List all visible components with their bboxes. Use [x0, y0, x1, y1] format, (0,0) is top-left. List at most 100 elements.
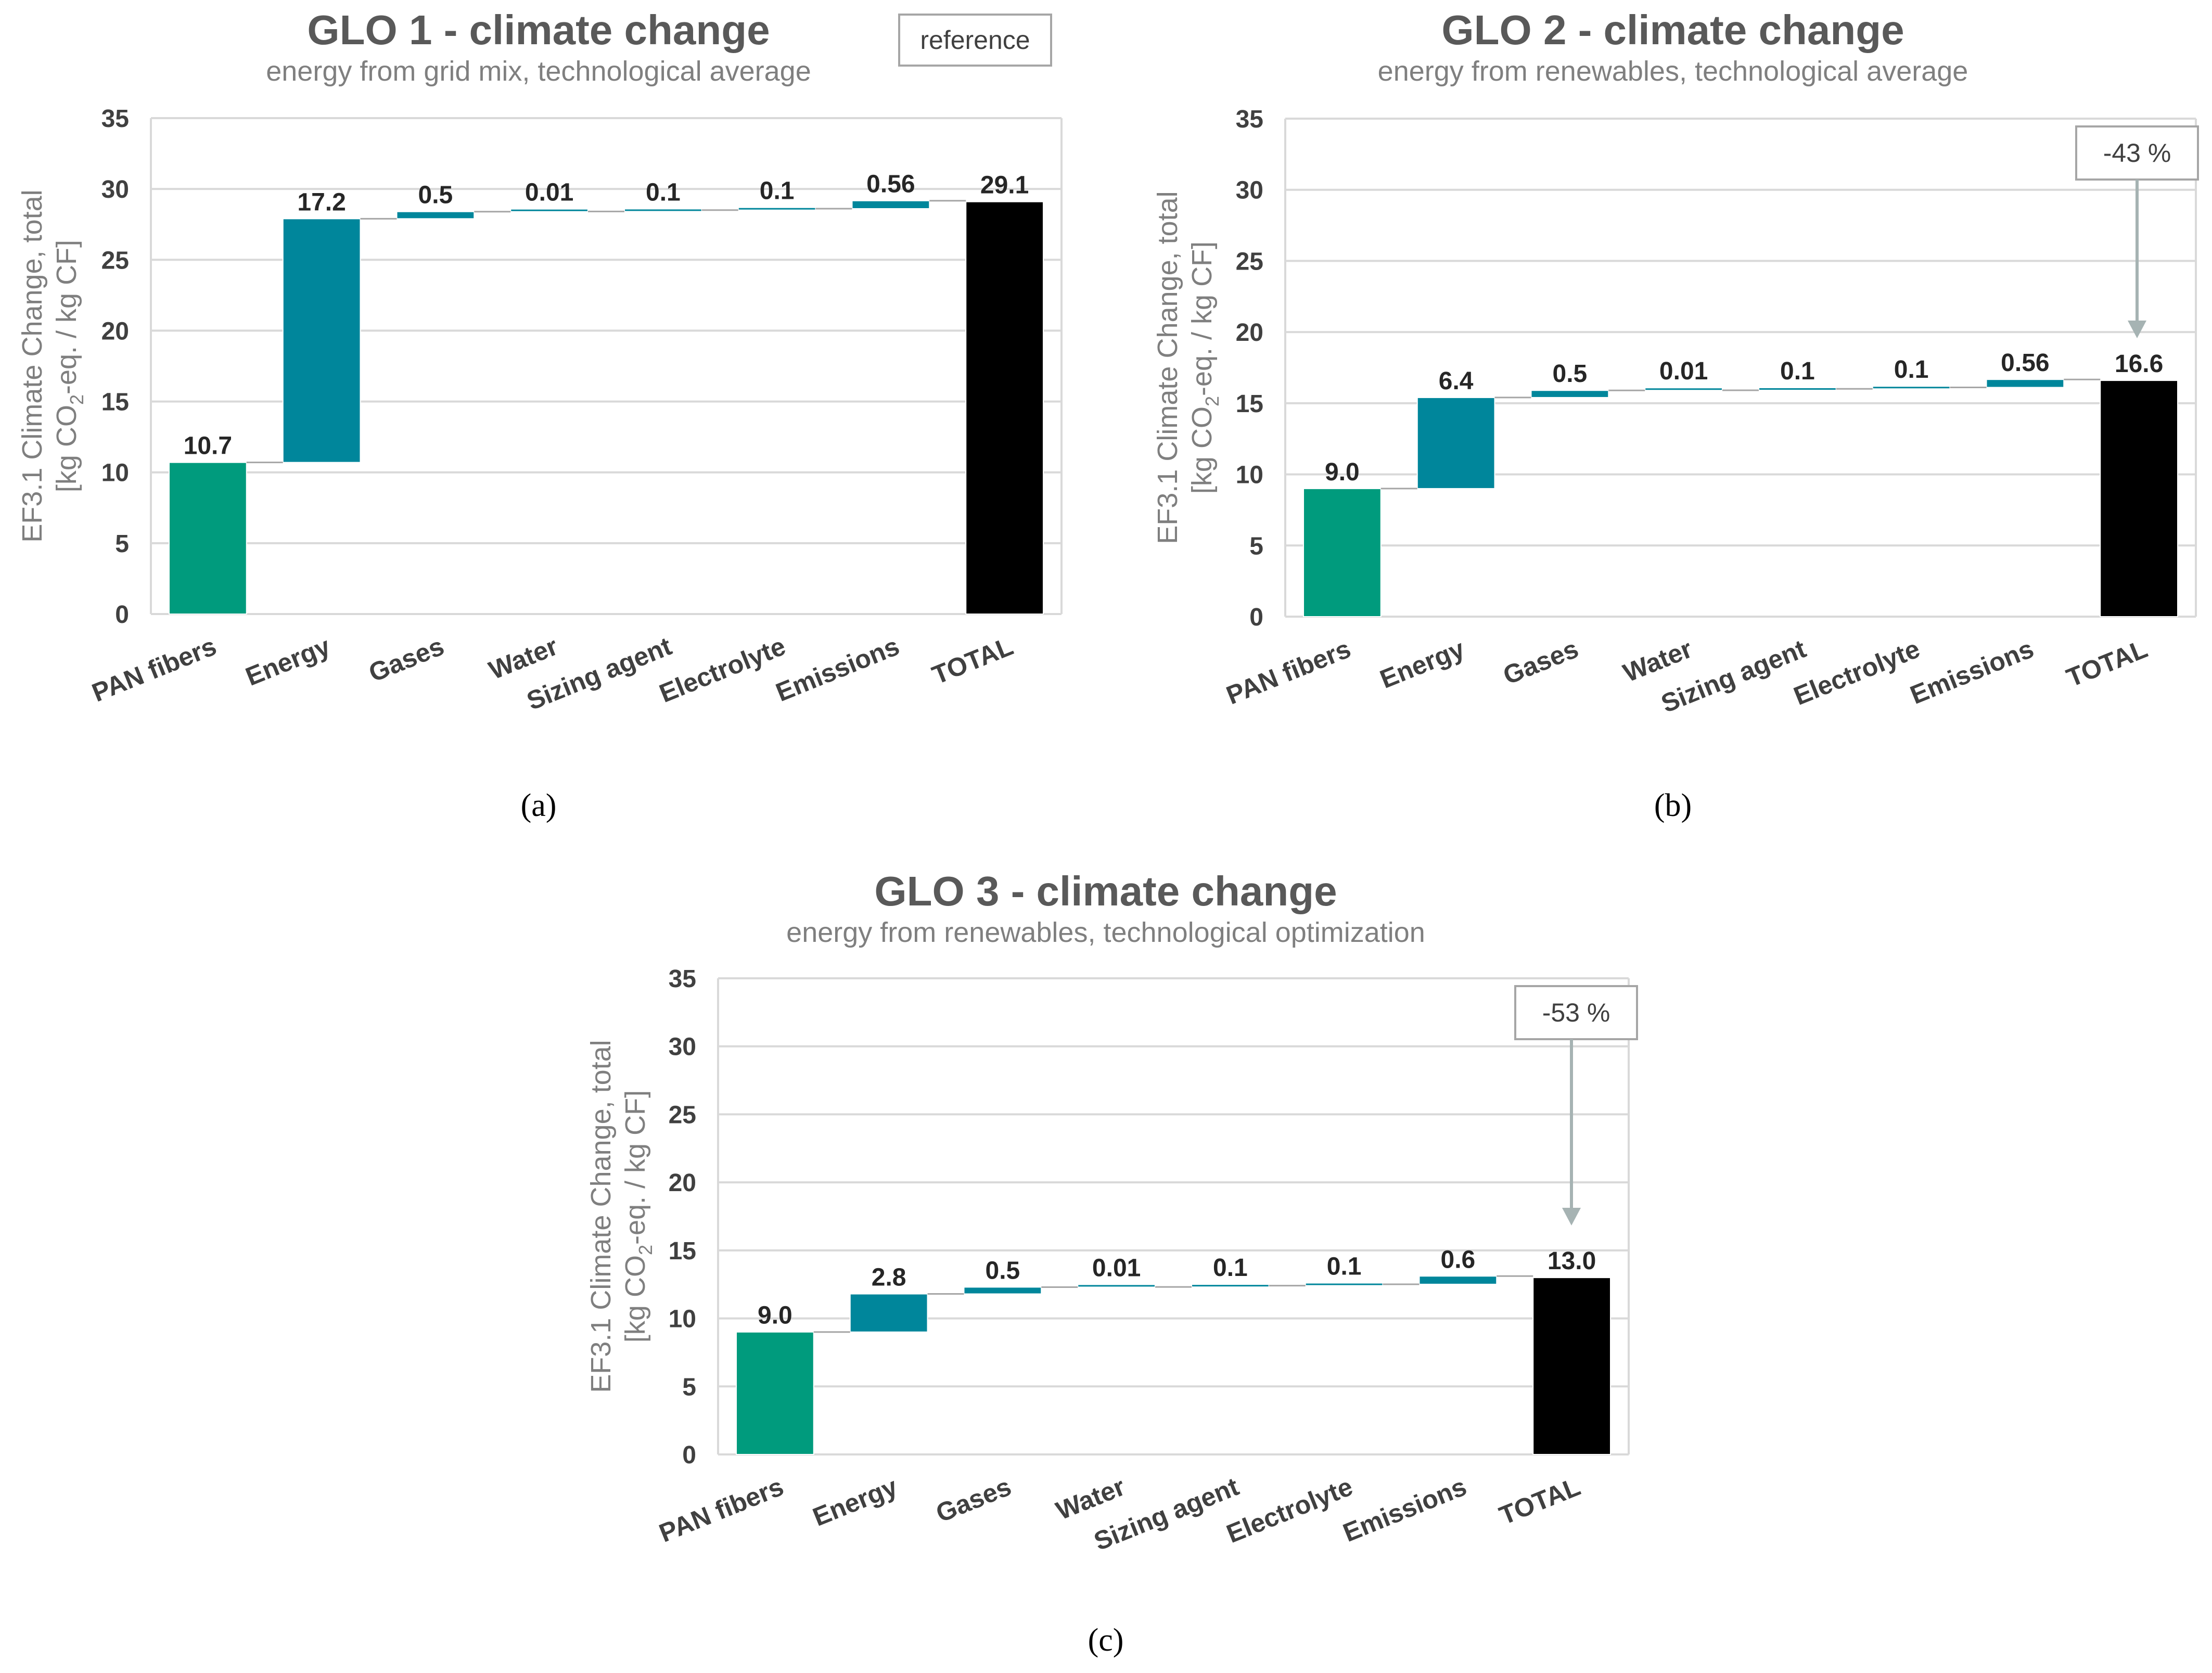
bar-energy	[1416, 397, 1495, 489]
bar-emissions	[1418, 1275, 1498, 1285]
y-tick-label: 10	[1236, 462, 1263, 489]
bar-emissions	[1986, 379, 2065, 388]
y-axis-label-subscript: 2	[635, 1245, 656, 1255]
data-label: 16.6	[2115, 350, 2163, 378]
bar-water	[1644, 387, 1723, 391]
data-label: 0.6	[1441, 1246, 1476, 1273]
y-tick-label: 10	[669, 1306, 696, 1333]
y-tick-label: 15	[669, 1237, 696, 1265]
y-tick-label: 20	[1236, 319, 1263, 347]
data-label: 0.5	[418, 182, 453, 209]
bar-sizing-agent	[1191, 1284, 1270, 1288]
chart-subtitle: energy from renewables, technological op…	[786, 917, 1425, 948]
data-label: 0.1	[1894, 356, 1929, 384]
data-label: 0.01	[525, 179, 573, 207]
data-label: 0.01	[1659, 357, 1708, 385]
data-label: 13.0	[1548, 1247, 1596, 1275]
y-tick-label: 0	[115, 601, 129, 629]
y-axis-label: EF3.1 Climate Change, total [kg CO2-eq. /…	[17, 189, 87, 542]
bar-emissions	[851, 200, 930, 209]
bar-gases	[963, 1286, 1042, 1295]
badge-label: reference	[920, 25, 1030, 55]
chart-title: GLO 1 - climate change	[307, 7, 770, 53]
y-tick-label: 5	[115, 530, 129, 558]
y-axis-label: EF3.1 Climate Change, total [kg CO2-eq. /…	[1152, 191, 1223, 544]
data-label: 0.1	[1213, 1254, 1248, 1282]
badge-label: -53 %	[1542, 998, 1610, 1027]
data-label: 0.01	[1092, 1254, 1141, 1282]
bar-sizing-agent	[1758, 387, 1837, 391]
y-axis-label-unit: [kg CO	[51, 405, 82, 492]
reduction-arrow-head	[1562, 1208, 1581, 1225]
y-tick-label: 35	[669, 965, 696, 993]
y-axis-label-line2: [kg CO2-eq. / kg CF]	[1186, 241, 1223, 494]
bar-electrolyte	[1872, 386, 1951, 390]
bar-energy	[282, 218, 361, 463]
y-axis-label-unit: [kg CO	[1186, 406, 1218, 494]
y-tick-label: 15	[1236, 390, 1263, 418]
data-label: 0.56	[2001, 349, 2049, 377]
bar-electrolyte	[737, 207, 816, 211]
bar-water	[1077, 1284, 1156, 1288]
chart-title: GLO 2 - climate change	[1441, 7, 1904, 53]
badge-box	[1514, 985, 1638, 1040]
bar-water	[510, 208, 589, 212]
y-axis-label-subscript: 2	[66, 394, 87, 405]
y-tick-label: 30	[669, 1033, 696, 1061]
y-axis-label-line1: EF3.1 Climate Change, total	[17, 189, 48, 542]
data-label: 0.56	[866, 171, 915, 198]
data-label: 10.7	[184, 432, 232, 460]
y-tick-label: 5	[1249, 532, 1263, 560]
y-tick-label: 35	[101, 105, 129, 133]
y-axis-label-unit-rest: -eq. / kg CF]	[620, 1090, 651, 1245]
bar-pan-fibers	[169, 462, 247, 615]
y-tick-label: 35	[1236, 106, 1263, 133]
data-label: 17.2	[297, 188, 346, 216]
data-label: 29.1	[980, 172, 1029, 199]
y-tick-label: 10	[101, 459, 129, 487]
data-label: 0.5	[986, 1257, 1020, 1284]
bar-pan-fibers	[1303, 488, 1382, 618]
data-label: 9.0	[758, 1302, 792, 1330]
y-axis-label-unit-rest: -eq. / kg CF]	[51, 240, 82, 394]
bar-gases	[396, 211, 475, 220]
data-label: 0.1	[646, 178, 681, 206]
y-tick-label: 25	[1236, 248, 1263, 275]
data-label: 2.8	[872, 1264, 906, 1292]
y-tick-label: 25	[669, 1101, 696, 1129]
y-axis-label-unit: [kg CO	[620, 1255, 651, 1343]
y-tick-label: 0	[1249, 604, 1263, 631]
y-axis-label-line2: [kg CO2-eq. / kg CF]	[51, 240, 87, 492]
bar-total	[965, 201, 1044, 615]
y-axis-label-unit-rest: -eq. / kg CF]	[1186, 241, 1218, 396]
y-tick-label: 30	[101, 176, 129, 203]
y-tick-label: 0	[682, 1441, 696, 1469]
data-label: 0.1	[1780, 357, 1815, 385]
data-label: 0.1	[760, 177, 795, 205]
chart-subtitle: energy from grid mix, technological aver…	[266, 56, 811, 87]
bar-pan-fibers	[736, 1331, 814, 1455]
y-tick-label: 20	[101, 317, 129, 345]
bar-sizing-agent	[624, 208, 702, 212]
bar-electrolyte	[1305, 1282, 1384, 1286]
panel-label: (c)	[1088, 1623, 1124, 1658]
y-axis-label-subscript: 2	[1201, 396, 1223, 406]
panel-label: (b)	[1654, 788, 1692, 823]
badge-box	[898, 14, 1052, 67]
y-tick-label: 30	[1236, 177, 1263, 205]
data-label: 6.4	[1439, 367, 1474, 395]
y-axis-label-line2: [kg CO2-eq. / kg CF]	[620, 1090, 656, 1343]
y-tick-label: 25	[101, 247, 129, 274]
reduction-arrow-head	[2128, 321, 2146, 338]
bar-energy	[849, 1293, 928, 1333]
y-tick-label: 20	[669, 1169, 696, 1197]
y-tick-label: 5	[682, 1373, 696, 1401]
bar-total	[1532, 1277, 1611, 1455]
data-label: 9.0	[1325, 458, 1360, 486]
y-axis-label-line1: EF3.1 Climate Change, total	[585, 1040, 617, 1393]
data-label: 0.1	[1327, 1253, 1362, 1281]
y-axis-label-line1: EF3.1 Climate Change, total	[1152, 191, 1183, 544]
